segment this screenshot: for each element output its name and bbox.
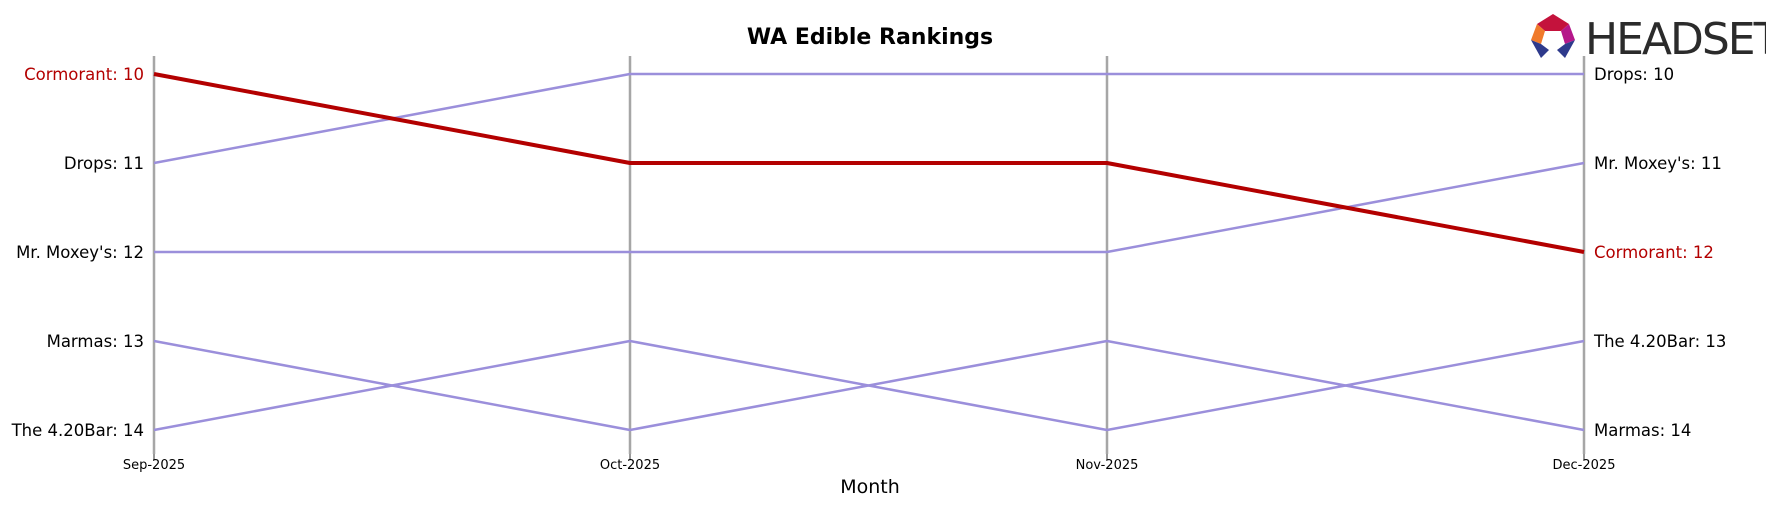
left-rank-label: Mr. Moxey's: 12 [16,243,144,262]
series-line-the-4-20bar [153,339,1585,432]
x-tick-label: Oct-2025 [600,458,660,473]
headset-hexagon-logo-icon [1531,14,1575,58]
series-line-mr-moxey-s [154,161,1585,254]
left-rank-label: The 4.20Bar: 14 [11,421,144,440]
series-line-cormorant [153,72,1585,254]
series-line-drops [153,72,1584,165]
headset-logo: HEADSET [1531,14,1766,65]
x-axis-label: Month [840,476,900,498]
right-rank-label: Drops: 10 [1594,65,1674,84]
month-rules [152,56,1586,460]
logo-wordmark: HEADSET [1585,14,1766,65]
right-rank-label: Cormorant: 12 [1594,243,1714,262]
x-tick-label: Sep-2025 [123,458,185,473]
right-rank-label: The 4.20Bar: 13 [1593,332,1726,351]
chart-title: WA Edible Rankings [747,25,993,50]
right-rank-label: Mr. Moxey's: 11 [1594,154,1722,173]
left-rank-labels: Cormorant: 10 Drops: 11 Mr. Moxey's: 12 Mar… [11,65,144,440]
right-rank-label: Marmas: 14 [1594,421,1691,440]
right-rank-labels: Drops: 10 Mr. Moxey's: 11 Cormorant: 12 The… [1593,65,1726,440]
x-tick-labels: Sep-2025 Oct-2025 Nov-2025 Dec-2025 [123,458,1616,473]
x-tick-label: Dec-2025 [1553,458,1616,473]
left-rank-label: Cormorant: 10 [24,65,144,84]
left-rank-label: Drops: 11 [64,154,144,173]
series-lines [153,72,1585,432]
left-rank-label: Marmas: 13 [47,332,144,351]
x-tick-label: Nov-2025 [1076,458,1139,473]
